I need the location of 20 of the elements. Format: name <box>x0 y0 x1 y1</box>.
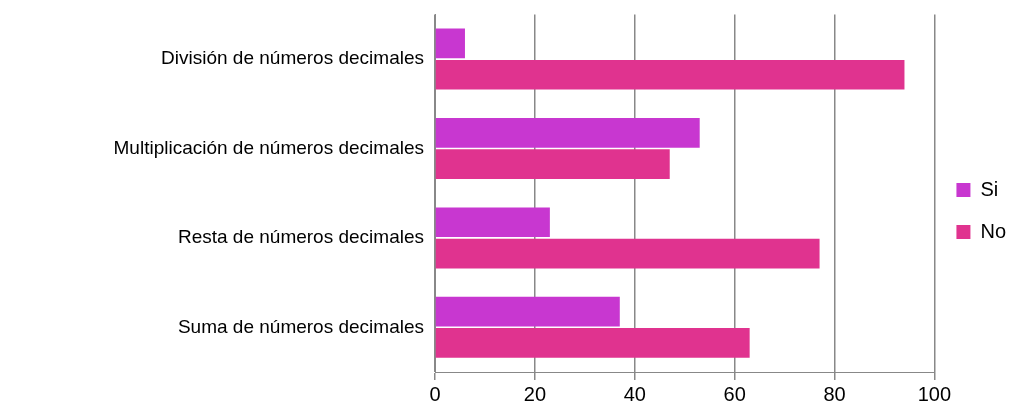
y-tick-label: Suma de números decimales <box>177 315 424 337</box>
bar <box>435 238 820 269</box>
y-tick-label: Resta de números decimales <box>177 226 424 248</box>
legend-label: No <box>980 219 1007 242</box>
x-tick-label: 0 <box>429 382 441 405</box>
x-tick-label: 40 <box>623 382 646 405</box>
bar <box>435 149 670 180</box>
bar <box>435 28 465 59</box>
x-tick-label: 80 <box>823 382 846 405</box>
legend-label: Si <box>980 177 999 200</box>
y-tick-label: División de números decimales <box>161 47 424 69</box>
bar <box>435 207 550 238</box>
bar <box>435 59 905 90</box>
x-tick-label: 100 <box>917 382 952 405</box>
x-tick-label: 20 <box>523 382 547 405</box>
y-tick-label: Multiplicación de números decimales <box>113 136 424 158</box>
x-tick-label: 60 <box>723 382 746 405</box>
bar <box>435 117 700 148</box>
bar <box>435 328 750 358</box>
bar <box>435 296 620 327</box>
